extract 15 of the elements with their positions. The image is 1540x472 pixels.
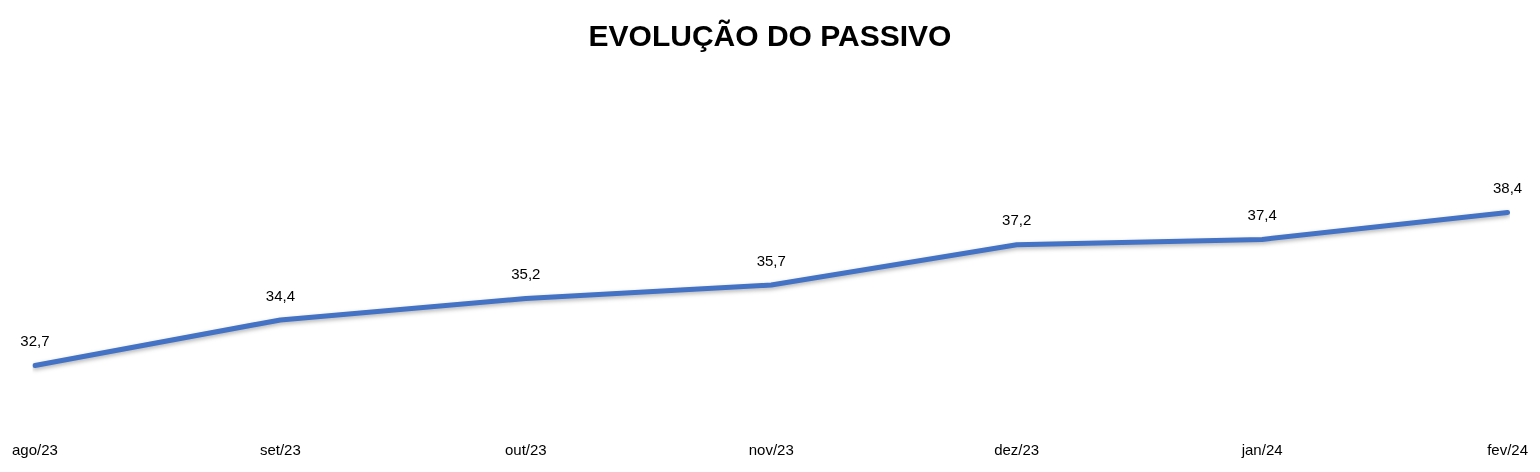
x-tick-label: dez/23 [994, 441, 1040, 459]
chart-title: EVOLUÇÃO DO PASSIVO [588, 19, 952, 53]
x-tick-label: nov/23 [748, 441, 794, 459]
data-label: 37,4 [1247, 206, 1277, 224]
data-label: 35,2 [511, 265, 541, 283]
data-label: 37,2 [1002, 211, 1032, 229]
x-tick-label: jan/24 [1240, 441, 1283, 459]
data-label: 35,7 [756, 251, 786, 269]
x-tick-label: fev/24 [1487, 441, 1529, 459]
data-label: 34,4 [265, 286, 295, 304]
data-label: 32,7 [20, 332, 50, 350]
x-tick-label: set/23 [259, 441, 301, 459]
x-tick-label: ago/23 [11, 441, 58, 459]
data-label: 38,4 [1492, 179, 1523, 197]
x-tick-label: out/23 [504, 441, 547, 459]
